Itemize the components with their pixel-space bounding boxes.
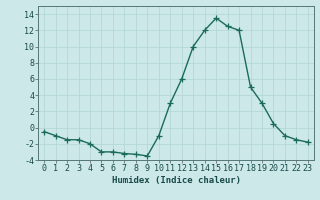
X-axis label: Humidex (Indice chaleur): Humidex (Indice chaleur) [111,176,241,185]
